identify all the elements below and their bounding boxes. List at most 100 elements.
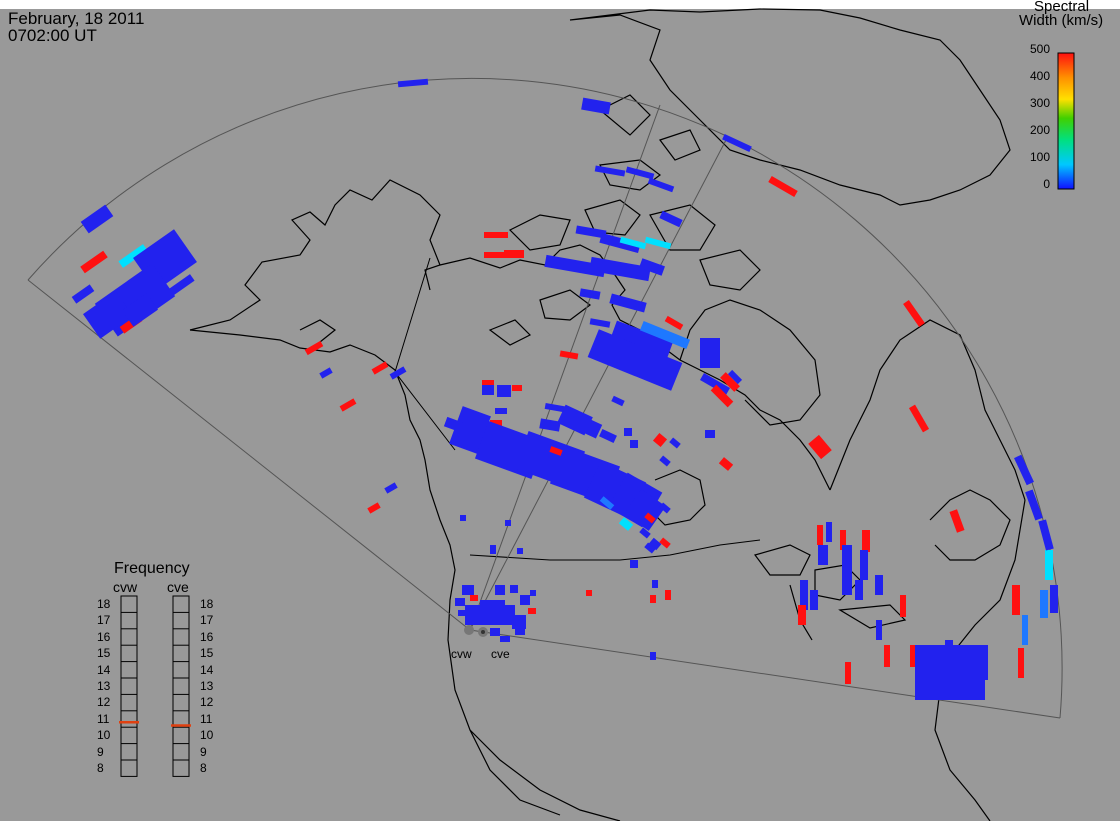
echo-cell — [599, 232, 641, 254]
frequency-gauges — [119, 595, 191, 777]
echo-cell — [659, 210, 683, 228]
frequency-tick-label: 16 — [97, 629, 111, 644]
frequency-tick-label: 9 — [200, 744, 207, 759]
echo-cell — [539, 418, 561, 432]
echo-cell — [718, 457, 734, 471]
echo-cell — [589, 256, 651, 282]
echo-cell — [512, 615, 526, 629]
echo-cell — [80, 204, 114, 234]
echo-cell — [495, 585, 505, 595]
echo-cell — [817, 525, 823, 545]
echo-cell — [842, 545, 852, 595]
echo-cell — [497, 385, 511, 397]
echo-cell — [544, 254, 606, 278]
echo-cell — [609, 293, 647, 313]
frequency-tick-label: 16 — [200, 629, 214, 644]
colorbar-tick: 200 — [1029, 123, 1050, 137]
echo-cell — [908, 404, 930, 433]
echo-cell — [639, 527, 651, 539]
echo-cell — [1022, 615, 1028, 645]
echo-cell — [490, 628, 500, 636]
echo-cell — [594, 165, 626, 177]
echo-cell — [639, 320, 691, 350]
echo-cell — [980, 645, 988, 680]
echo-cell — [510, 585, 518, 593]
echo-cell — [559, 350, 579, 360]
echo-cell — [462, 585, 474, 595]
frequency-gauge-cve — [172, 595, 190, 777]
echo-cell — [659, 502, 671, 514]
echo-cell — [504, 250, 524, 258]
echo-cell — [1038, 519, 1054, 551]
radar-site-label-cve: cve — [491, 647, 510, 661]
echo-cell — [644, 236, 672, 250]
top-strip — [0, 0, 1120, 9]
echo-cell — [624, 489, 666, 531]
echo-cell — [490, 548, 496, 554]
echo-cell — [384, 482, 398, 494]
frequency-tick-label: 10 — [97, 728, 111, 743]
echo-cell — [630, 440, 638, 448]
echo-cell — [121, 293, 159, 327]
echo-cell — [624, 428, 632, 436]
radar-fov — [27, 77, 1063, 719]
echo-cell — [80, 250, 108, 274]
echo-cell — [339, 398, 357, 412]
time-label: 0702:00 UT — [8, 26, 97, 45]
echo-cell — [800, 580, 808, 610]
echo-cell — [700, 338, 720, 368]
echo-cell — [875, 575, 883, 595]
echo-cell — [1018, 648, 1024, 678]
frequency-tick-label: 18 — [97, 597, 111, 611]
colorbar-gradient — [1057, 52, 1075, 190]
frequency-tick-label: 15 — [97, 646, 111, 661]
echo-cell — [611, 395, 625, 407]
echo-cell — [367, 502, 381, 514]
echo-cell — [900, 595, 906, 617]
echo-cell — [808, 434, 832, 460]
echo-cell — [644, 542, 656, 554]
echo-cell — [810, 590, 818, 610]
echo-cell — [855, 580, 863, 600]
echo-cell — [1045, 550, 1053, 580]
echo-cell — [903, 300, 925, 327]
echo-cell — [118, 244, 148, 268]
echo-cell — [659, 455, 671, 467]
echo-cell — [581, 97, 611, 115]
echo-cell — [575, 225, 607, 239]
echo-cell — [1040, 590, 1048, 618]
echo-cell — [700, 373, 730, 395]
echo-cell — [443, 416, 467, 434]
backscatter-echoes — [71, 78, 1058, 700]
frequency-tick-label: 9 — [97, 744, 104, 759]
echo-cell — [1012, 585, 1020, 615]
frequency-tick-label: 17 — [97, 613, 111, 628]
frequency-tick-label: 8 — [200, 761, 207, 775]
echo-cell — [1050, 585, 1058, 613]
echo-cell — [599, 428, 617, 444]
frequency-tick-label: 14 — [97, 662, 111, 677]
echo-cell — [650, 595, 656, 603]
echo-cell — [83, 291, 133, 339]
frequency-tick-label: 11 — [97, 711, 110, 726]
echo-cell — [862, 530, 870, 552]
echo-cell — [458, 610, 466, 616]
echo-cell — [500, 605, 515, 625]
echo-cell — [644, 512, 656, 524]
echo-cell — [319, 367, 333, 379]
echo-cell — [587, 329, 683, 391]
echo-cell — [630, 560, 638, 568]
frequency-tick-label: 17 — [200, 613, 214, 628]
echo-cell — [664, 315, 684, 331]
colorbar-title-line1: Spectral — [1034, 0, 1090, 15]
echo-cell — [647, 177, 675, 193]
echo-cell — [618, 517, 634, 531]
frequency-tick-label: 12 — [97, 695, 111, 710]
coastlines — [189, 8, 1026, 821]
echo-cell — [705, 430, 715, 438]
frequency-tick-label: 13 — [97, 679, 111, 693]
echo-cell — [840, 530, 846, 550]
frequency-tick-label: 11 — [200, 711, 213, 726]
echo-cell — [625, 166, 655, 180]
echo-cell — [482, 385, 494, 395]
